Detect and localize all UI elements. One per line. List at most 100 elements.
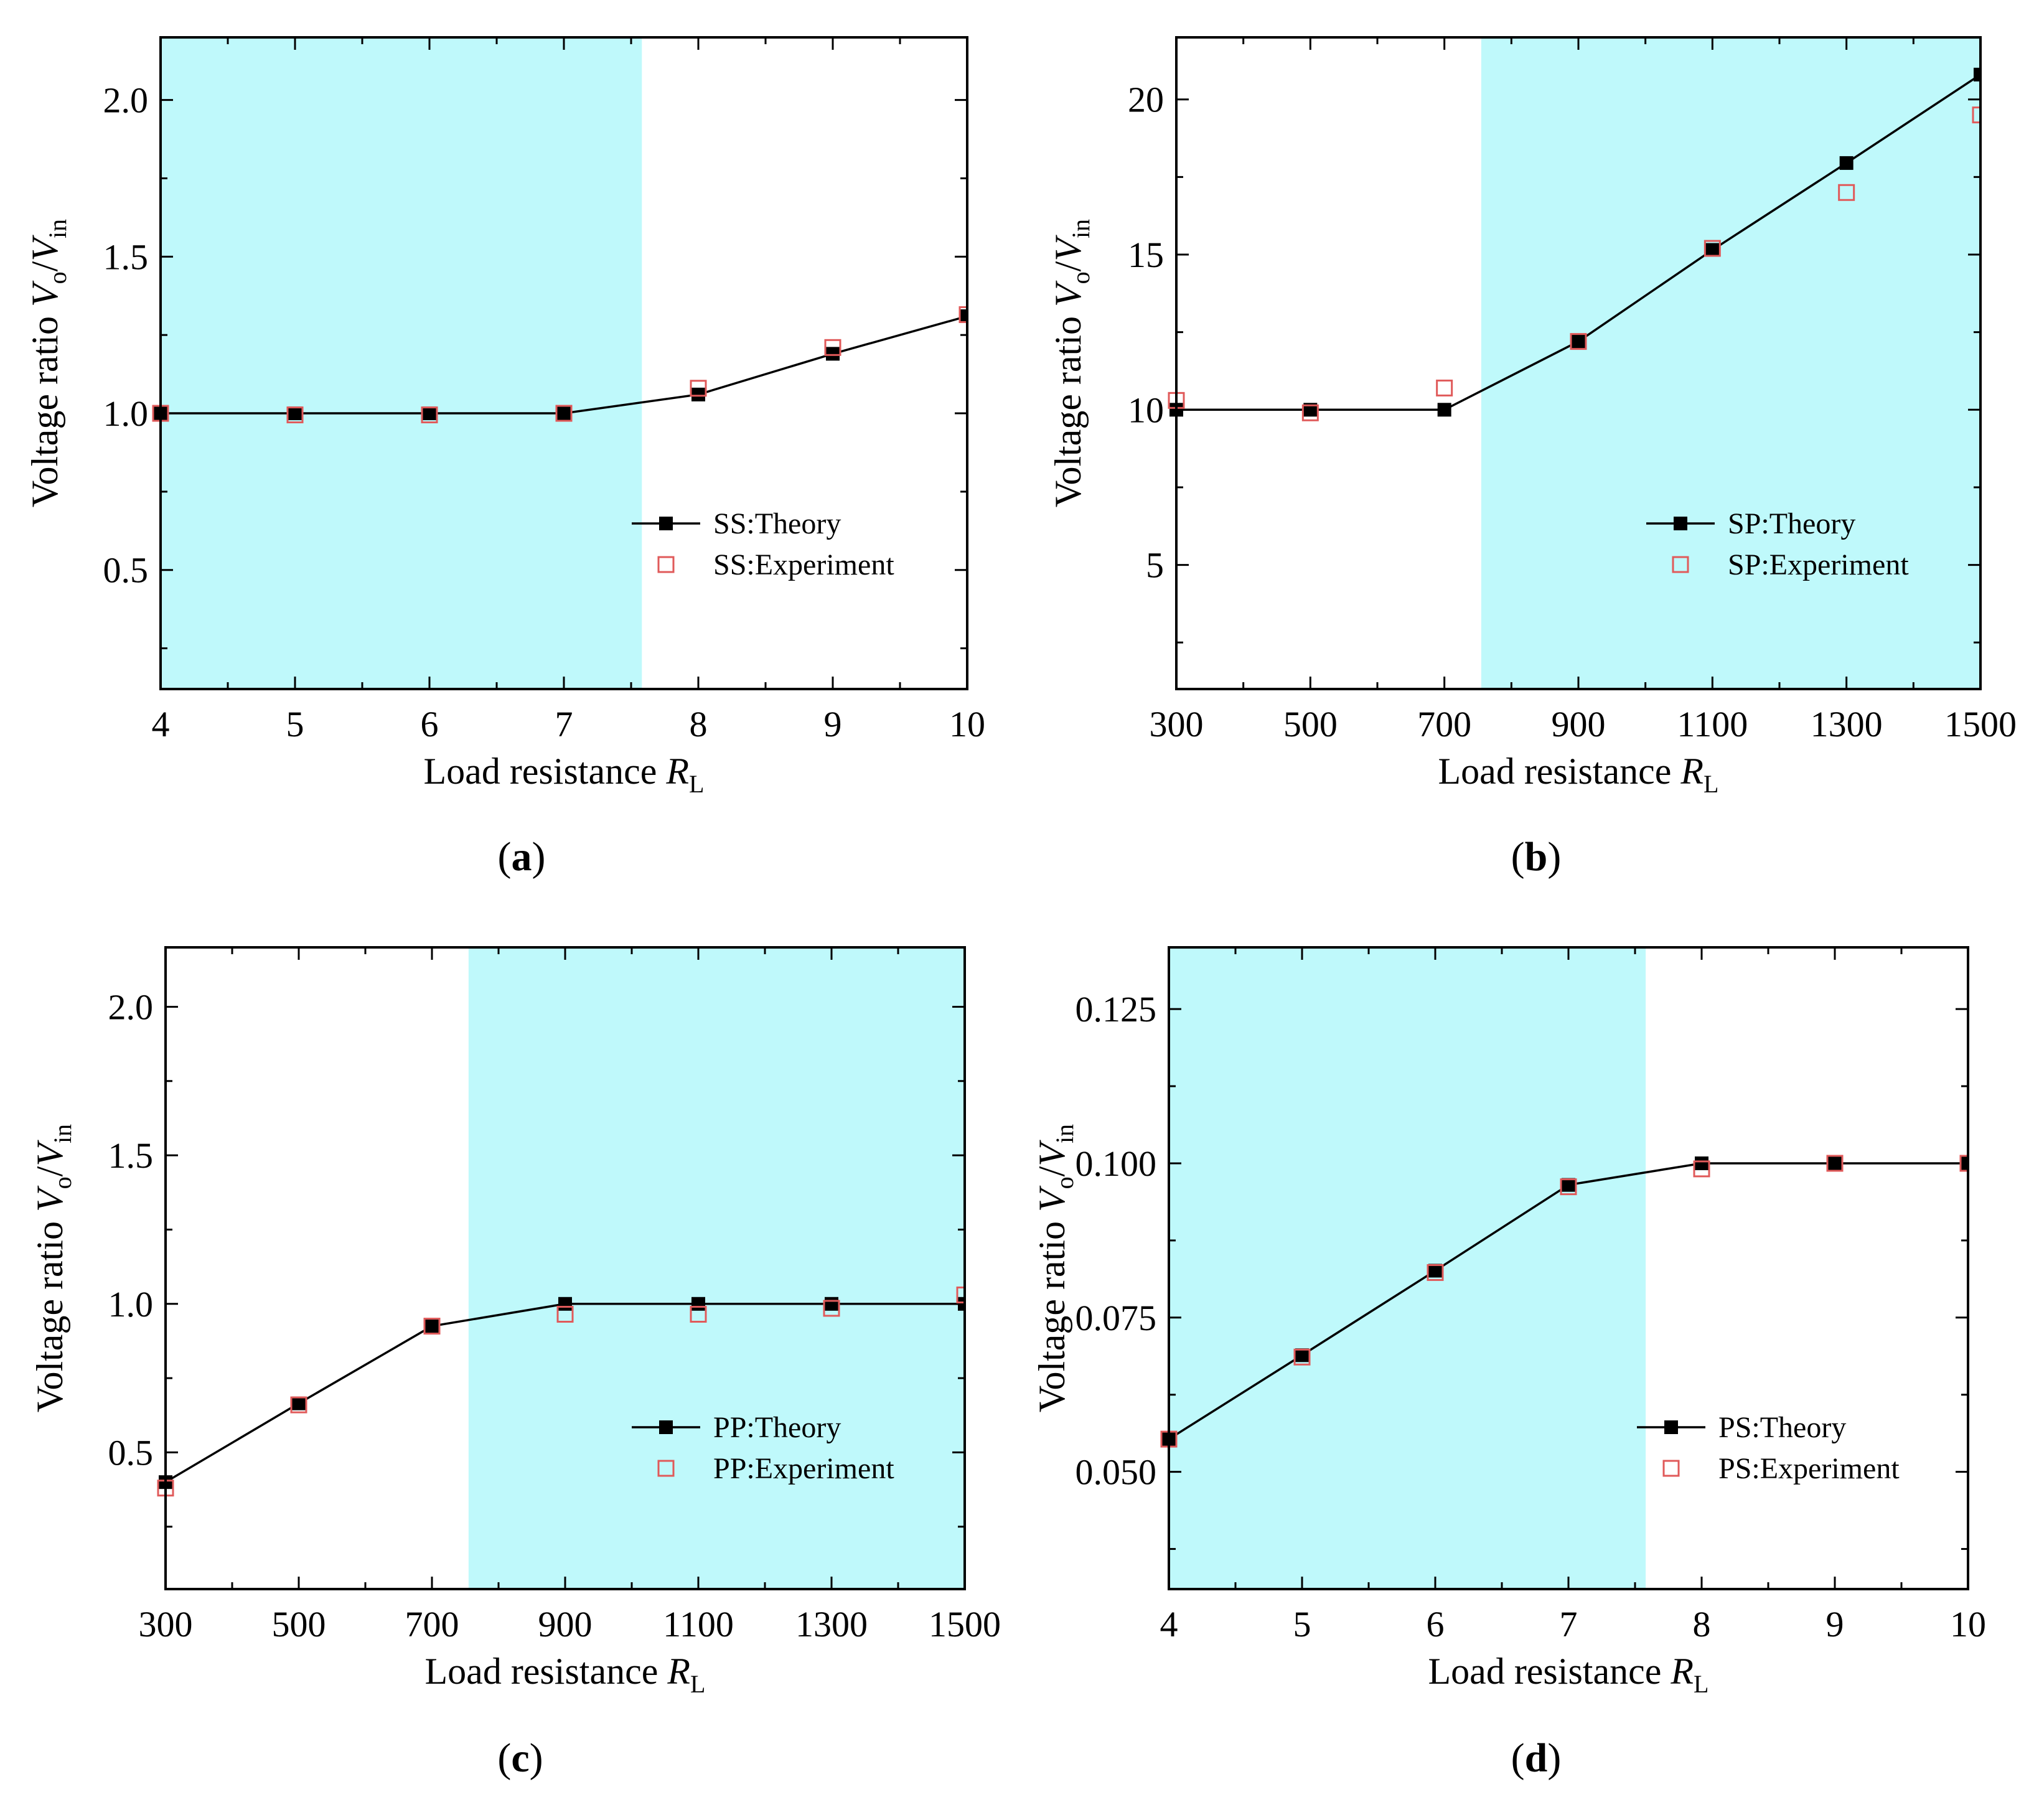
panel-c-data (157, 1286, 965, 1497)
panel-d-y-axis-title: Voltage ratio Vo/Vin (1031, 1124, 1079, 1412)
panel-d-y-tick-label: 0.100 (1076, 1143, 1157, 1184)
panel-a: 4 5 6 7 8 9 10 0.5 1.0 1.5 2.0 SS:Theory SS:Experime… (24, 36, 985, 880)
panel-c-y-tick-label: 1.5 (108, 1135, 154, 1176)
panel-a-data (152, 306, 967, 424)
panel-c-experiment-point (556, 1305, 574, 1323)
panel-c-x-axis-title: Load resistance RL (425, 1651, 706, 1698)
panel-b-legend-experiment-marker (1672, 556, 1689, 573)
panel-c-x-tick-label: 1100 (663, 1604, 734, 1644)
panel-d-x-axis-title-var: R (1670, 1651, 1694, 1692)
panel-d-shaded-region (1169, 947, 1646, 1589)
panel-d-y-tick-label: 0.050 (1076, 1452, 1157, 1493)
panel-b-y-tick-label: 10 (1128, 390, 1164, 430)
panel-d: 4 5 6 7 8 9 10 0.050 0.075 0.100 0.125 PS:Theory PS:… (1031, 946, 1986, 1781)
panel-c-y-axis-title: Voltage ratio Vo/Vin (29, 1124, 77, 1412)
panel-a-y-axis-title-slash: / (24, 261, 65, 271)
panel-b-y-axis-title-slash: / (1047, 261, 1089, 271)
panel-d-experiment-point (1959, 1155, 1968, 1172)
panel-b-label-letter: b (1525, 834, 1548, 880)
panel-b-y-axis-title-v1: V (1047, 280, 1089, 307)
panel-a-y-axis-title-v1: V (24, 280, 65, 307)
panel-b-y-axis-title-s2: in (1067, 219, 1095, 238)
panel-b: 300 500 700 900 1100 1300 1500 5 10 15 20 SP:Theory… (1047, 36, 2017, 880)
panel-c-x-axis-title-text: Load resistance (425, 1651, 668, 1692)
panel-a-y-axis-title-s1: o (44, 271, 72, 284)
panel-b-y-axis-title-s1: o (1067, 271, 1095, 284)
panel-b-y-tick-label: 5 (1146, 545, 1164, 586)
panel-a-label-open: ( (498, 834, 512, 880)
panel-b-theory-point (1572, 334, 1585, 349)
panel-a-experiment-point (824, 339, 841, 356)
panel-a-x-axis-title-var: R (665, 751, 689, 792)
panel-d-x-axis-title: Load resistance RL (1428, 1651, 1709, 1698)
panel-d-x-tick-label: 9 (1826, 1604, 1844, 1644)
panel-c-x-axis-title-var: R (667, 1651, 690, 1692)
panel-b-y-tick-label: 20 (1128, 80, 1164, 120)
panel-b-y-axis-title-v2: V (1047, 235, 1089, 261)
panel-d-x-tick-label: 7 (1560, 1604, 1578, 1644)
panel-d-x-axis-title-sub: L (1694, 1670, 1708, 1698)
panel-b-legend-theory-marker (1674, 517, 1687, 530)
panel-a-label-close: ) (532, 834, 546, 880)
panel-c-theory-point (425, 1319, 439, 1333)
panel-c-experiment-point (423, 1318, 441, 1335)
panel-d-x-tick-label: 5 (1293, 1604, 1311, 1644)
panel-a-legend-experiment-marker (657, 556, 675, 573)
panel-c-experiment-point (823, 1300, 840, 1317)
panel-d-theory-point (1961, 1156, 1968, 1170)
panel-c-y-axis-title-v2: V (29, 1140, 70, 1166)
panel-a-x-tick-label: 4 (152, 704, 170, 744)
panel-c-y-axis-title-v1: V (29, 1185, 70, 1212)
panel-c-legend-theory-marker (659, 1420, 673, 1434)
panel-a-experiment-point (958, 306, 967, 323)
panel-b-experiment-point (1972, 106, 1980, 124)
panel-a-x-axis-title-sub: L (689, 770, 704, 798)
panel-c-x-tick-label: 300 (139, 1604, 193, 1644)
panel-b-x-tick-label: 700 (1417, 704, 1471, 744)
panel-a-x-tick-label: 8 (690, 704, 708, 744)
panel-d-x-tick-label: 6 (1427, 1604, 1445, 1644)
panel-a-experiment-point (555, 405, 573, 422)
panel-d-legend-experiment-label: PS:Experiment (1718, 1452, 1900, 1485)
panel-a-x-tick-label: 6 (421, 704, 439, 744)
panel-a-legend-theory-marker (659, 517, 673, 530)
panel-c-label-open: ( (497, 1735, 511, 1781)
panel-d-legend-experiment-marker (1662, 1460, 1680, 1477)
panel-a-x-tick-label: 9 (824, 704, 842, 744)
panel-c-experiment-point (690, 1305, 707, 1323)
panel-c-x-axis-title-sub: L (690, 1670, 705, 1698)
panel-c: 300 500 700 900 1100 1300 1500 0.5 1.0 1.5 2.0 PP:T… (29, 946, 1001, 1781)
panel-a-y-axis-title-s2: in (44, 219, 72, 238)
panel-c-y-tick-label: 1.0 (108, 1284, 154, 1325)
panel-d-y-axis-title-v1: V (1031, 1185, 1072, 1212)
panel-b-x-tick-label: 300 (1150, 704, 1204, 744)
panel-b-y-axis-title-text: Voltage ratio (1047, 307, 1089, 507)
panel-d-y-axis-title-s1: o (1051, 1176, 1079, 1189)
panel-b-x-tick-label: 500 (1283, 704, 1338, 744)
panel-c-theory-point (691, 1297, 705, 1311)
panel-b-experiment-point (1301, 404, 1319, 421)
panel-b-theory-point (1437, 403, 1451, 417)
panel-d-x-tick-label: 8 (1693, 1604, 1711, 1644)
panel-c-x-tick-label: 500 (272, 1604, 326, 1644)
panel-d-legend-theory-marker (1664, 1420, 1678, 1434)
panel-a-experiment-point (690, 380, 707, 397)
panel-d-y-axis-title-s2: in (1051, 1124, 1079, 1143)
panel-d-data (1160, 1155, 1968, 1448)
panel-b-experiment-point (1570, 333, 1587, 350)
panel-b-plot-frame (1175, 36, 1982, 690)
panel-b-x-axis-title-text: Load resistance (1438, 751, 1681, 792)
panel-b-legend-experiment-label: SP:Experiment (1728, 548, 1909, 581)
panel-a-y-tick-label: 1.0 (103, 393, 149, 434)
panel-a-theory-point (691, 387, 705, 401)
panel-a-legend-experiment-label: SS:Experiment (713, 548, 894, 581)
panel-d-theory-point (1562, 1178, 1575, 1192)
panel-a-x-tick-label: 7 (555, 704, 573, 744)
panel-a-experiment-point (286, 406, 304, 424)
panel-b-label-open: ( (1511, 834, 1525, 880)
panel-d-label: (d) (1511, 1735, 1562, 1781)
panel-a-y-axis-title-v2: V (24, 235, 65, 261)
panel-d-label-open: ( (1511, 1735, 1525, 1781)
panel-c-shaded-region (468, 947, 965, 1589)
